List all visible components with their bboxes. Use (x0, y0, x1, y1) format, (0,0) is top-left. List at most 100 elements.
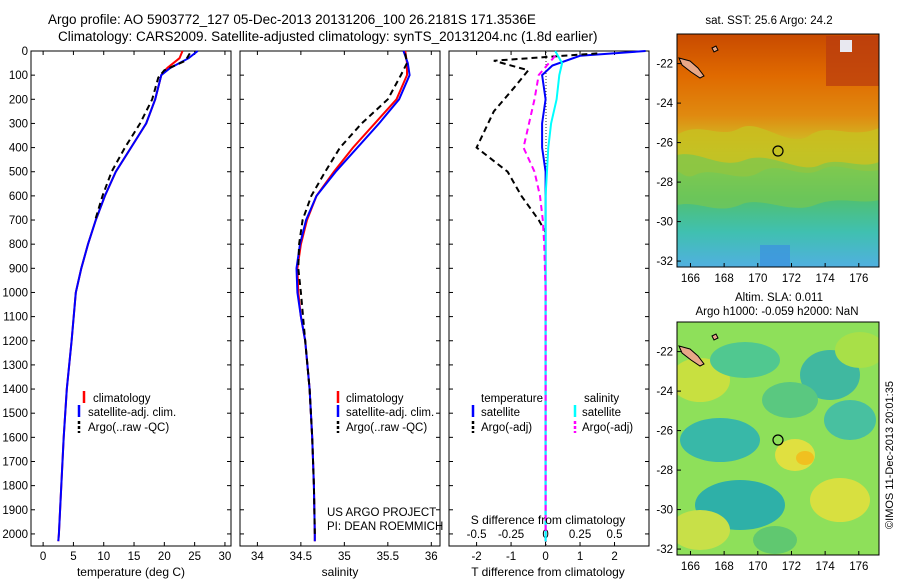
series-argo-raw-qc- (297, 53, 409, 534)
salinity-axis-ticks: 34 34.5 35 35.5 36 (251, 51, 438, 563)
depth-tick-label: 1900 (2, 505, 28, 517)
depth-tick-label: 700 (9, 215, 28, 227)
salinity-panel: 34 34.5 35 35.5 36 salinity climatology sate… (239, 50, 443, 579)
difference-depth-ticks (449, 50, 649, 535)
difference-plot-frame (448, 50, 650, 547)
series-argo-raw-qc- (94, 52, 191, 221)
sst-field (677, 34, 879, 267)
s-difference-ticks: -0.5 -0.25 0 0.25 0.5 (467, 529, 623, 541)
series-t-satellite (541, 50, 646, 542)
latitude-label: -24 (656, 386, 673, 398)
depth-tick-label: 500 (9, 167, 28, 179)
difference-panel: -2 -1 0 1 2 -0.5 -0.25 0 0.25 0.5 S difference f… (448, 50, 650, 579)
longitude-label: 172 (782, 561, 801, 573)
salinity-legend: climatology satellite-adj. clim. Argo(..… (336, 391, 434, 434)
latitude-label: -30 (656, 217, 673, 229)
depth-tick-label: 1200 (2, 336, 28, 348)
sla-latitude-ticks: -22 -24 -26 -28 -30 -32 (656, 347, 681, 556)
longitude-label: 176 (849, 273, 868, 285)
longitude-label: 170 (748, 561, 767, 573)
longitude-label: 168 (715, 273, 734, 285)
x-tick-label: 0 (40, 551, 46, 563)
latitude-label: -22 (656, 59, 673, 71)
longitude-label: 174 (816, 273, 836, 285)
longitude-label: 170 (748, 273, 767, 285)
x-tick-label: 34.5 (290, 551, 312, 563)
x-tick-label: 35.5 (377, 551, 399, 563)
new-caledonia-island (678, 57, 705, 79)
header-line1: Argo profile: AO 5903772_127 05-Dec-2013… (48, 12, 536, 27)
difference-profile-lines (475, 50, 646, 542)
sst-map-panel: sat. SST: 25.6 Argo: 24.2 166 168 170 172 17… (656, 15, 880, 285)
s-tick-label: 0.5 (607, 529, 623, 541)
depth-tick-label: 1100 (3, 312, 28, 324)
sla-longitude-ticks: 166 168 170 172 174 176 (681, 551, 868, 573)
latitude-label: -26 (656, 138, 673, 150)
latitude-label: -24 (656, 98, 673, 110)
temperature-panel: 0100200300400500600700800900100011001200… (2, 46, 232, 579)
project-name: US ARGO PROJECT (327, 507, 436, 519)
salinity-profile-lines (295, 50, 411, 542)
legend-s-argo-label: Argo(-adj) (582, 422, 633, 434)
depth-tick-label: 1300 (2, 360, 28, 372)
depth-tick-label: 1600 (2, 432, 28, 444)
longitude-label: 172 (782, 273, 801, 285)
longitude-label: 174 (816, 561, 836, 573)
temperature-legend: climatology satellite-adj. clim. Argo(..… (77, 391, 176, 434)
legend-s-satellite-label: satellite (582, 407, 621, 419)
sst-longitude-ticks: 166 168 170 172 174 176 (681, 263, 868, 285)
x-tick-label: 0 (542, 551, 548, 563)
legend-satellite-label: satellite-adj. clim. (346, 407, 434, 419)
temperature-axis-label: temperature (deg C) (77, 565, 185, 579)
depth-tick-label: 300 (9, 118, 28, 130)
loyalty-island (711, 333, 719, 341)
legend-climatology-label: climatology (346, 393, 404, 405)
depth-tick-label: 800 (9, 239, 28, 251)
series-t-argo-adj- (475, 52, 598, 233)
x-tick-label: 20 (158, 551, 171, 563)
depth-tick-label: 400 (9, 143, 28, 155)
header-line2: Climatology: CARS2009. Satellite-adjuste… (58, 29, 598, 44)
temperature-plot-frame (30, 50, 232, 547)
x-tick-label: 2 (611, 551, 617, 563)
argo-float-marker (772, 434, 784, 446)
latitude-label: -32 (656, 256, 673, 268)
sst-map-frame (676, 33, 880, 268)
imos-timestamp: ©IMOS 11-Dec-2013 20:01:35 (884, 381, 896, 529)
new-caledonia-island (678, 345, 705, 367)
legend-argo-label: Argo(..raw -QC) (88, 422, 169, 434)
s-tick-label: 0.25 (569, 529, 591, 541)
latitude-label: -22 (656, 347, 673, 359)
salinity-depth-ticks (240, 50, 440, 535)
x-tick-label: 34 (251, 551, 264, 563)
depth-tick-label: 1400 (2, 384, 28, 396)
cloud-mask (840, 40, 852, 52)
series-climatology (57, 50, 184, 542)
series-satellite-adj-clim- (295, 50, 411, 542)
sla-map-title-line1: Altim. SLA: 0.011 (735, 292, 823, 304)
depth-tick-label: 200 (9, 94, 28, 106)
s-tick-label: -0.25 (498, 529, 524, 541)
argo-float-marker (772, 145, 784, 157)
depth-tick-label: 600 (9, 191, 28, 203)
legend-satellite-label: satellite-adj. clim. (88, 407, 176, 419)
difference-legend: temperature salinity satellite Argo(-adj… (471, 393, 633, 434)
x-tick-label: 15 (128, 551, 141, 563)
temperature-profile-lines (57, 50, 199, 542)
loyalty-island (711, 45, 719, 53)
depth-tick-label: 2000 (2, 529, 28, 541)
x-tick-label: 10 (97, 551, 110, 563)
depth-tick-label: 900 (9, 263, 28, 275)
t-difference-ticks: -2 -1 0 1 2 (471, 51, 618, 563)
x-tick-label: 1 (577, 551, 583, 563)
latitude-label: -28 (656, 465, 673, 477)
depth-tick-label: 1000 (2, 287, 28, 299)
depth-axis-ticks: 0 100 200 300 400 500 600 700 800 900 1000 1100 1200… (2, 46, 231, 541)
x-tick-label: 25 (188, 551, 201, 563)
s-tick-label: -0.5 (467, 529, 487, 541)
longitude-label: 166 (681, 273, 700, 285)
x-tick-label: 30 (219, 551, 232, 563)
series-s-satellite (544, 50, 564, 542)
project-pi: PI: DEAN ROEMMICH (327, 521, 443, 533)
